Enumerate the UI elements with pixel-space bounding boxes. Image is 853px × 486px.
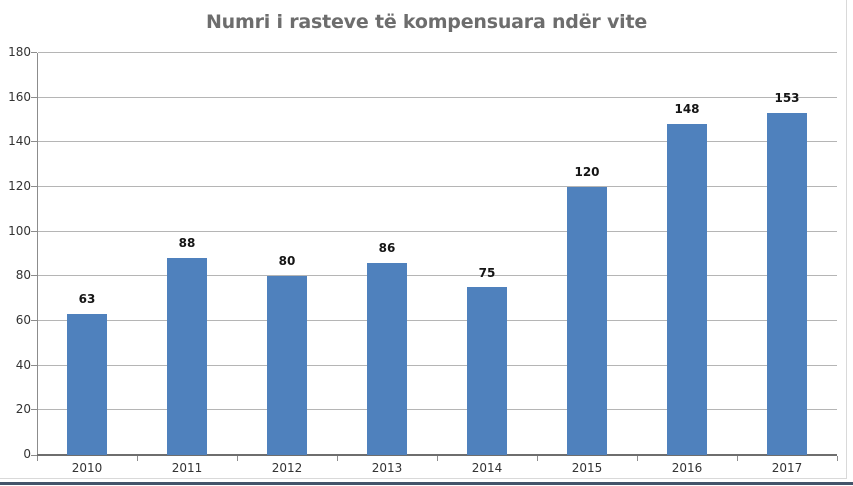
bar-value-label: 153 [774, 91, 800, 105]
y-tick-label: 140 [8, 134, 31, 149]
y-tick-label: 120 [8, 179, 31, 193]
bar-value-label: 75 [478, 266, 496, 280]
x-axis-tick [437, 456, 438, 461]
gridline [38, 230, 837, 232]
bar [667, 124, 707, 455]
x-axis-tick [237, 456, 238, 461]
y-axis-tick [31, 96, 37, 98]
y-axis-line [37, 53, 38, 455]
y-axis-tick [31, 186, 37, 187]
x-tick-label: 2011 [171, 461, 203, 475]
chart-title: Numri i rasteve të kompensuara ndër vite [205, 11, 648, 33]
bar [267, 276, 307, 455]
bottom-window-edge [0, 482, 853, 485]
bar [167, 258, 207, 455]
gridline [38, 320, 837, 321]
plot-area: 63 88 80 86 75 120 148 153 [31, 52, 838, 461]
bar [567, 187, 607, 455]
y-axis-tick [31, 275, 37, 277]
gridline [38, 275, 837, 277]
y-tick-label: 60 [15, 313, 31, 327]
bar-value-label: 80 [278, 254, 296, 268]
x-axis-tick [637, 456, 638, 461]
y-tick-label: 80 [15, 268, 31, 283]
bar-value-label: 120 [574, 165, 600, 179]
x-axis-tick [837, 456, 838, 461]
y-axis-tick [31, 230, 37, 232]
bar [67, 314, 107, 455]
bar [367, 263, 407, 455]
y-tick-label: 20 [15, 402, 31, 417]
y-tick-label: 0 [23, 447, 31, 461]
bar-value-label: 88 [178, 236, 196, 250]
y-axis-tick [31, 52, 37, 53]
bar-value-label: 86 [378, 241, 396, 255]
y-tick-label: 100 [8, 223, 31, 238]
gridline [38, 364, 837, 366]
gridline [38, 52, 837, 53]
y-tick-label: 180 [8, 45, 31, 59]
x-axis-tick [537, 456, 538, 461]
y-axis-tick [31, 364, 37, 366]
gridline [38, 141, 837, 143]
x-axis-tick [337, 456, 338, 461]
y-axis-tick [31, 409, 37, 411]
x-axis-tick [37, 456, 38, 461]
y-axis-tick [31, 455, 37, 456]
bar [467, 287, 507, 455]
gridline [38, 409, 837, 411]
y-tick-label: 160 [8, 89, 31, 104]
gridline [38, 186, 837, 187]
x-tick-label: 2017 [771, 461, 803, 475]
y-tick-label: 40 [15, 357, 31, 372]
gridline [38, 96, 837, 98]
x-axis-line [37, 454, 837, 456]
bar-value-label: 63 [78, 292, 96, 306]
y-axis-tick [31, 141, 37, 143]
x-axis-tick [737, 456, 738, 461]
bar-value-label: 148 [674, 102, 700, 116]
x-tick-label: 2014 [471, 461, 503, 475]
x-axis-tick [137, 456, 138, 461]
bar [767, 113, 807, 455]
x-tick-label: 2010 [71, 461, 103, 475]
x-tick-label: 2012 [271, 461, 303, 475]
y-axis-tick [31, 320, 37, 321]
x-tick-label: 2016 [671, 461, 703, 475]
x-tick-label: 2013 [371, 461, 403, 475]
x-tick-label: 2015 [571, 461, 603, 475]
